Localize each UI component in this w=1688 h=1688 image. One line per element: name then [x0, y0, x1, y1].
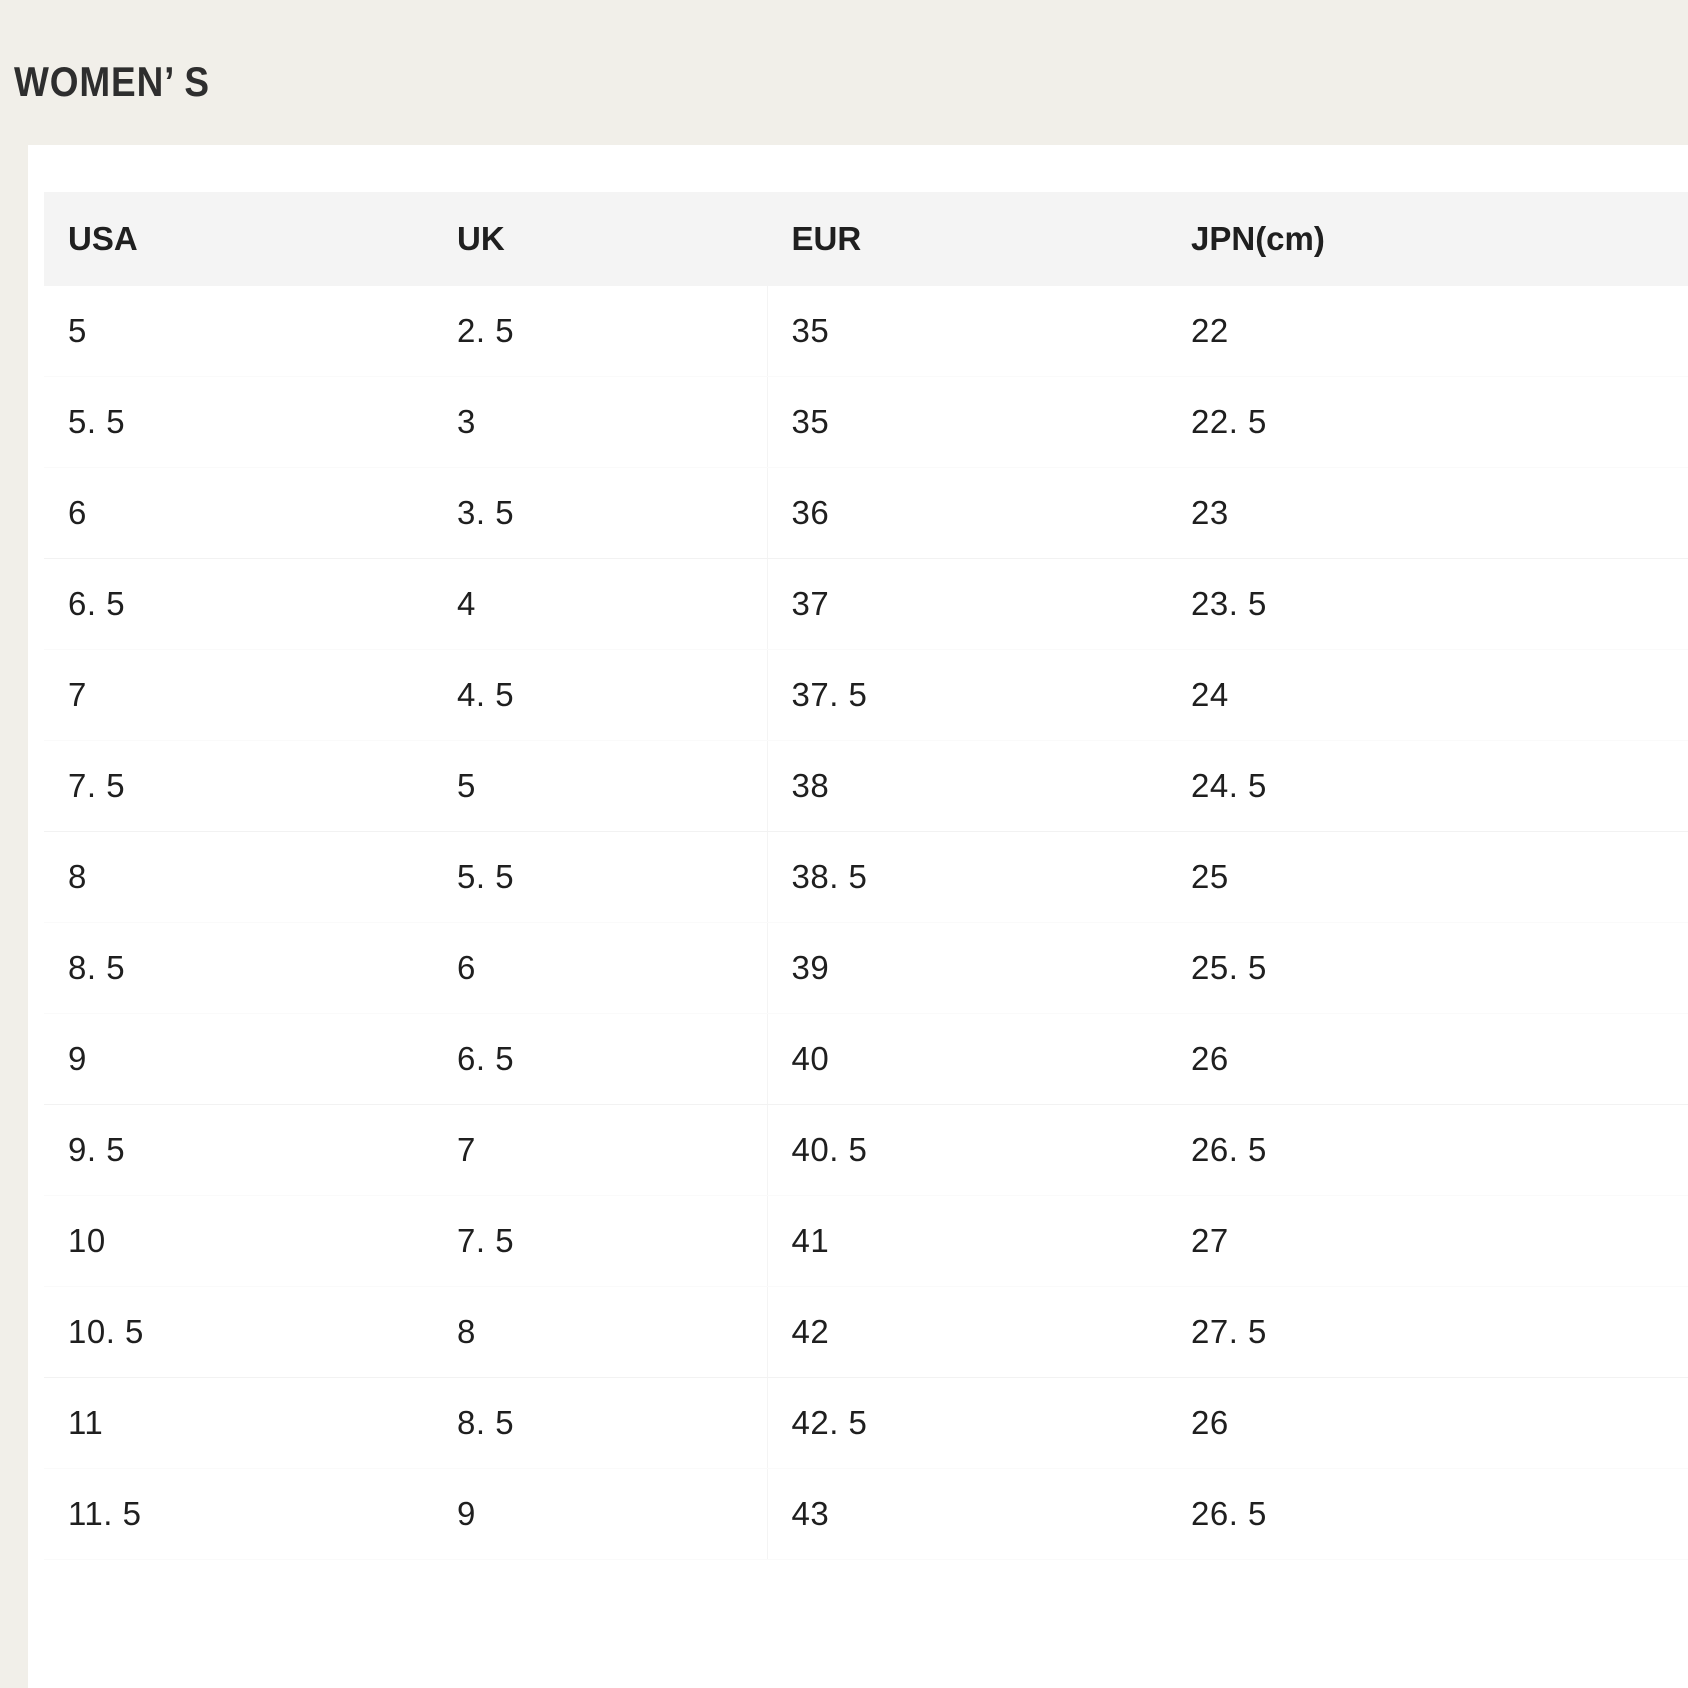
- cell-usa: 5: [44, 286, 433, 377]
- cell-uk: 5. 5: [433, 831, 767, 923]
- size-chart-card: USA UK EUR JPN(cm) 5 2. 5 35 22 5. 5 3 35 22. 5…: [28, 145, 1688, 1688]
- cell-usa: 9: [44, 1013, 433, 1105]
- cell-eur: 37: [766, 558, 1167, 650]
- cell-uk: 7. 5: [433, 1195, 767, 1287]
- cell-uk: 3. 5: [433, 467, 767, 559]
- cell-eur: 35: [766, 376, 1167, 468]
- cell-eur: 38: [766, 740, 1167, 832]
- cell-eur: 38. 5: [766, 831, 1167, 923]
- column-header-usa: USA: [44, 192, 433, 286]
- table-row: 7. 5 5 38 24. 5: [44, 740, 1688, 832]
- column-header-eur: EUR: [766, 192, 1167, 286]
- table-row: 10. 5 8 42 27. 5: [44, 1286, 1688, 1378]
- cell-usa: 7. 5: [44, 740, 433, 832]
- cell-jpn: 23: [1167, 467, 1688, 559]
- table-row: 11. 5 9 43 26. 5: [44, 1468, 1688, 1560]
- cell-usa: 11: [44, 1377, 433, 1469]
- cell-uk: 7: [433, 1104, 767, 1196]
- table-row: 5. 5 3 35 22. 5: [44, 376, 1688, 468]
- cell-eur: 40. 5: [766, 1104, 1167, 1196]
- cell-eur: 42: [766, 1286, 1167, 1378]
- cell-eur: 42. 5: [766, 1377, 1167, 1469]
- cell-jpn: 26: [1167, 1013, 1688, 1105]
- cell-jpn: 25: [1167, 831, 1688, 923]
- cell-jpn: 26. 5: [1167, 1104, 1688, 1196]
- table-row: 9. 5 7 40. 5 26. 5: [44, 1104, 1688, 1196]
- table-row: 7 4. 5 37. 5 24: [44, 649, 1688, 741]
- table-row: 8. 5 6 39 25. 5: [44, 922, 1688, 1014]
- table-row: 5 2. 5 35 22: [44, 286, 1688, 377]
- table-row: 11 8. 5 42. 5 26: [44, 1377, 1688, 1469]
- cell-uk: 5: [433, 740, 767, 832]
- cell-eur: 37. 5: [766, 649, 1167, 741]
- cell-eur: 35: [766, 286, 1167, 377]
- cell-uk: 4. 5: [433, 649, 767, 741]
- cell-jpn: 26: [1167, 1377, 1688, 1469]
- table-row: 10 7. 5 41 27: [44, 1195, 1688, 1287]
- cell-jpn: 22: [1167, 286, 1688, 377]
- table-header: USA UK EUR JPN(cm): [44, 192, 1688, 286]
- cell-jpn: 25. 5: [1167, 922, 1688, 1014]
- table-row: 6. 5 4 37 23. 5: [44, 558, 1688, 650]
- cell-jpn: 26. 5: [1167, 1468, 1688, 1560]
- cell-uk: 2. 5: [433, 286, 767, 377]
- cell-eur: 39: [766, 922, 1167, 1014]
- cell-usa: 9. 5: [44, 1104, 433, 1196]
- cell-usa: 11. 5: [44, 1468, 433, 1560]
- cell-uk: 6: [433, 922, 767, 1014]
- cell-uk: 8. 5: [433, 1377, 767, 1469]
- cell-uk: 9: [433, 1468, 767, 1560]
- title-band: WOMEN’ S: [0, 0, 1688, 145]
- cell-eur: 36: [766, 467, 1167, 559]
- cell-usa: 10: [44, 1195, 433, 1287]
- cell-usa: 8. 5: [44, 922, 433, 1014]
- page-title: WOMEN’ S: [14, 58, 210, 105]
- cell-eur: 41: [766, 1195, 1167, 1287]
- cell-uk: 3: [433, 376, 767, 468]
- column-header-jpn: JPN(cm): [1167, 192, 1688, 286]
- cell-uk: 4: [433, 558, 767, 650]
- cell-usa: 6. 5: [44, 558, 433, 650]
- cell-usa: 10. 5: [44, 1286, 433, 1378]
- cell-usa: 5. 5: [44, 376, 433, 468]
- table-row: 6 3. 5 36 23: [44, 467, 1688, 559]
- cell-uk: 8: [433, 1286, 767, 1378]
- table-row: 8 5. 5 38. 5 25: [44, 831, 1688, 923]
- cell-eur: 40: [766, 1013, 1167, 1105]
- cell-jpn: 23. 5: [1167, 558, 1688, 650]
- cell-jpn: 24: [1167, 649, 1688, 741]
- cell-usa: 7: [44, 649, 433, 741]
- cell-jpn: 27: [1167, 1195, 1688, 1287]
- column-header-uk: UK: [433, 192, 767, 286]
- cell-jpn: 27. 5: [1167, 1286, 1688, 1378]
- table-body: 5 2. 5 35 22 5. 5 3 35 22. 5 6 3. 5 36 23 6. 5 4 37 23.…: [44, 286, 1688, 1560]
- cell-uk: 6. 5: [433, 1013, 767, 1105]
- cell-jpn: 24. 5: [1167, 740, 1688, 832]
- cell-eur: 43: [766, 1468, 1167, 1560]
- cell-usa: 6: [44, 467, 433, 559]
- cell-jpn: 22. 5: [1167, 376, 1688, 468]
- table-row: 9 6. 5 40 26: [44, 1013, 1688, 1105]
- cell-usa: 8: [44, 831, 433, 923]
- table-header-row: USA UK EUR JPN(cm): [44, 192, 1688, 286]
- size-chart-table: USA UK EUR JPN(cm) 5 2. 5 35 22 5. 5 3 35 22. 5…: [44, 192, 1688, 1560]
